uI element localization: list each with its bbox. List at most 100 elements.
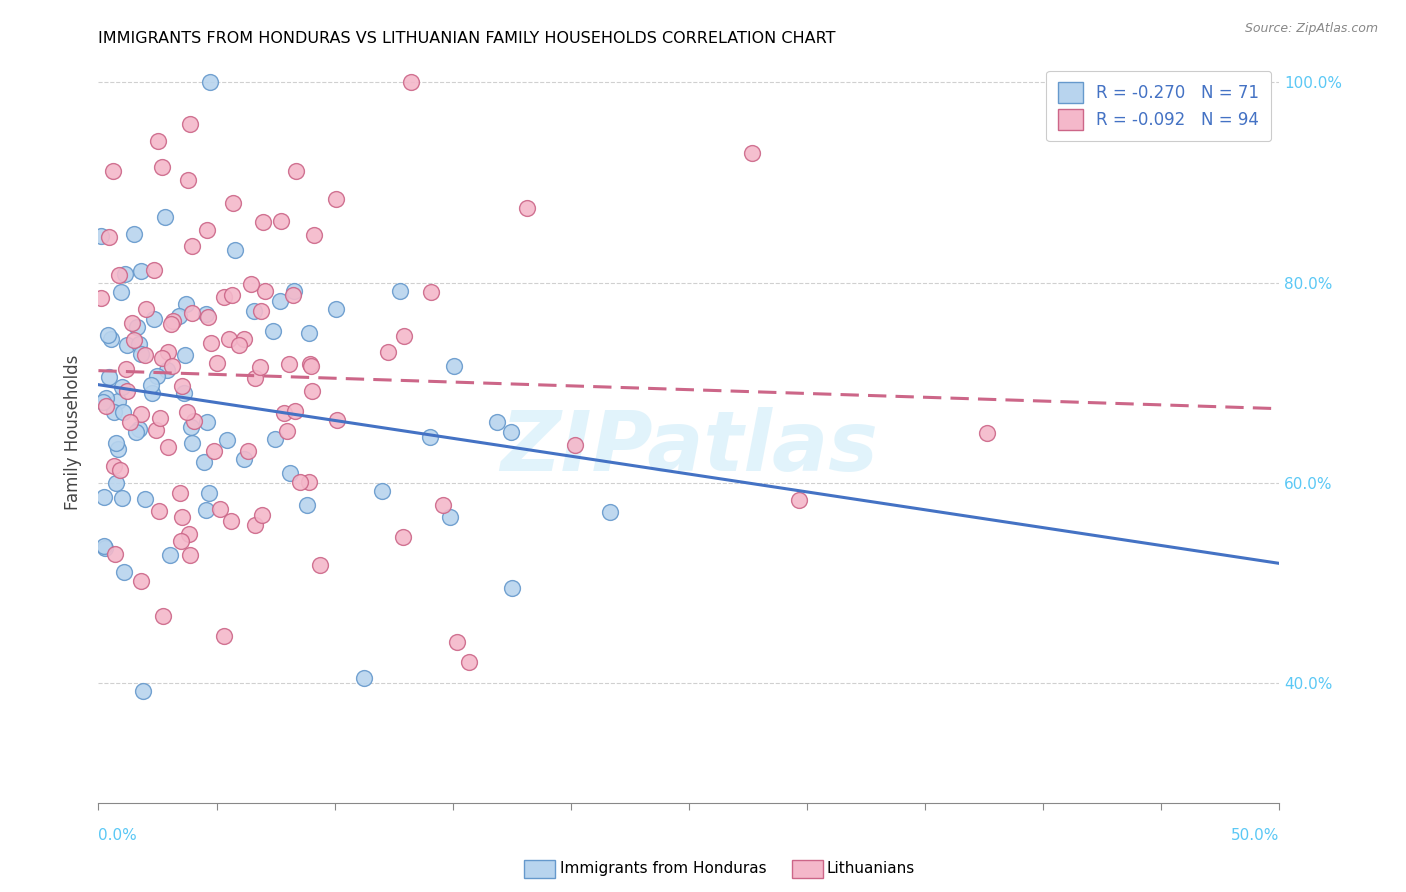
Point — [128, 422, 150, 436]
Point — [245, 518, 267, 533]
Point — [142, 312, 165, 326]
Point — [270, 213, 292, 227]
Point — [299, 359, 322, 373]
Point — [93, 490, 115, 504]
Point — [273, 405, 295, 419]
Point — [179, 117, 201, 131]
Point — [221, 287, 243, 301]
Point — [160, 317, 183, 331]
Point — [243, 303, 266, 318]
Point — [419, 430, 441, 444]
Point — [108, 462, 131, 476]
Point — [101, 164, 124, 178]
Point — [155, 210, 177, 224]
Point — [131, 683, 153, 698]
Point — [228, 337, 250, 351]
Point — [125, 425, 148, 439]
Point — [252, 215, 274, 229]
Text: IMMIGRANTS FROM HONDURAS VS LITHUANIAN FAMILY HOUSEHOLDS CORRELATION CHART: IMMIGRANTS FROM HONDURAS VS LITHUANIAN F… — [98, 31, 837, 46]
Point — [278, 466, 301, 480]
Point — [156, 440, 179, 454]
Point — [193, 455, 215, 469]
Point — [152, 609, 174, 624]
Point — [197, 310, 219, 325]
Point — [198, 75, 221, 89]
Point — [249, 304, 271, 318]
Point — [90, 228, 112, 243]
Point — [93, 539, 115, 553]
Point — [222, 195, 245, 210]
Point — [262, 324, 284, 338]
Point — [134, 491, 156, 506]
Text: Lithuanians: Lithuanians — [827, 862, 915, 876]
Point — [105, 475, 128, 490]
Point — [420, 285, 443, 299]
Point — [263, 432, 285, 446]
Point — [253, 285, 276, 299]
Point — [129, 407, 152, 421]
Point — [148, 134, 170, 148]
Point — [94, 541, 117, 555]
Point — [236, 443, 259, 458]
Point — [143, 263, 166, 277]
Point — [240, 277, 263, 291]
Point — [115, 338, 138, 352]
Point — [224, 243, 246, 257]
Point — [122, 227, 145, 241]
Text: 0.0%: 0.0% — [98, 828, 138, 843]
Point — [485, 415, 508, 429]
Point — [392, 530, 415, 544]
Point — [741, 146, 763, 161]
Point — [114, 268, 136, 282]
Legend: R = -0.270   N = 71, R = -0.092   N = 94: R = -0.270 N = 71, R = -0.092 N = 94 — [1046, 70, 1271, 142]
Point — [145, 368, 167, 383]
Point — [371, 484, 394, 499]
Point — [392, 328, 415, 343]
Point — [353, 671, 375, 685]
Point — [97, 327, 120, 342]
Point — [167, 309, 190, 323]
Point — [111, 491, 134, 505]
Point — [162, 314, 184, 328]
Point — [103, 459, 125, 474]
Point — [107, 442, 129, 457]
Point — [432, 498, 454, 512]
Point — [115, 362, 138, 376]
Point — [173, 385, 195, 400]
Point — [94, 399, 117, 413]
Point — [499, 425, 522, 439]
Point — [183, 414, 205, 428]
Point — [200, 336, 222, 351]
Point — [156, 363, 179, 377]
Point — [219, 514, 242, 528]
Point — [325, 302, 347, 317]
Text: Immigrants from Honduras: Immigrants from Honduras — [560, 862, 766, 876]
Point — [174, 296, 197, 310]
Point — [180, 239, 202, 253]
Point — [377, 345, 399, 359]
Point — [150, 351, 173, 365]
Point — [110, 285, 132, 299]
Point — [179, 548, 201, 562]
Point — [156, 345, 179, 359]
Point — [250, 508, 273, 523]
Point — [129, 574, 152, 589]
Point — [134, 348, 156, 362]
Point — [295, 498, 318, 512]
Point — [439, 509, 461, 524]
Point — [446, 635, 468, 649]
Point — [107, 394, 129, 409]
Point — [212, 290, 235, 304]
Text: ZIPatlas: ZIPatlas — [501, 407, 877, 488]
Point — [148, 503, 170, 517]
Point — [103, 404, 125, 418]
Point — [198, 486, 221, 500]
Point — [112, 565, 135, 579]
Point — [281, 287, 304, 301]
Point — [131, 346, 153, 360]
Point — [599, 505, 621, 519]
Point — [174, 348, 197, 362]
Point — [195, 415, 218, 429]
Point — [283, 284, 305, 298]
Point — [205, 356, 228, 370]
